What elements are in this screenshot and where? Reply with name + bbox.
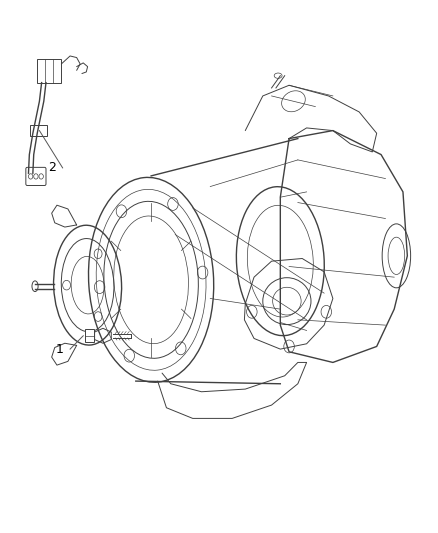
FancyBboxPatch shape — [30, 125, 47, 136]
FancyBboxPatch shape — [37, 59, 61, 83]
Text: 1: 1 — [55, 343, 63, 356]
Text: 2: 2 — [48, 161, 56, 174]
FancyBboxPatch shape — [85, 329, 94, 342]
FancyBboxPatch shape — [26, 167, 46, 185]
